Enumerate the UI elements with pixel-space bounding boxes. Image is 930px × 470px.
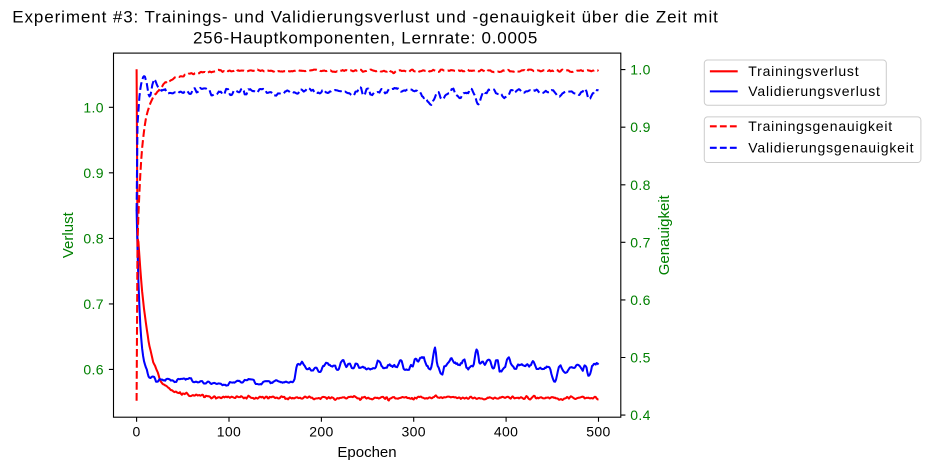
svg-text:0.9: 0.9 [630,119,650,135]
svg-text:0: 0 [133,423,141,439]
svg-text:200: 200 [309,423,333,439]
svg-text:0.4: 0.4 [630,407,650,423]
svg-text:Genauigkeit: Genauigkeit [656,194,673,275]
svg-text:100: 100 [217,423,241,439]
svg-text:400: 400 [494,423,518,439]
svg-text:300: 300 [401,423,425,439]
svg-text:1.0: 1.0 [630,62,650,78]
svg-text:0.8: 0.8 [630,177,650,193]
svg-text:0.6: 0.6 [630,292,650,308]
svg-text:Validierungsgenauigkeit: Validierungsgenauigkeit [748,140,914,156]
svg-text:500: 500 [586,423,610,439]
svg-text:Verlust: Verlust [60,211,77,258]
svg-text:Validierungsverlust: Validierungsverlust [748,83,880,99]
svg-text:Epochen: Epochen [337,444,396,461]
svg-text:0.8: 0.8 [83,230,103,246]
svg-text:Experiment #3: Trainings- und: Experiment #3: Trainings- und Validierun… [12,8,719,27]
svg-text:0.7: 0.7 [83,296,103,312]
svg-text:0.9: 0.9 [83,165,103,181]
svg-text:0.6: 0.6 [83,361,103,377]
svg-text:0.5: 0.5 [630,350,650,366]
svg-text:Trainingsgenauigkeit: Trainingsgenauigkeit [748,118,893,134]
svg-text:0.7: 0.7 [630,234,650,250]
svg-text:1.0: 1.0 [83,99,103,115]
svg-text:256-Hauptkomponenten, Lernrate: 256-Hauptkomponenten, Lernrate: 0.0005 [193,28,538,47]
svg-text:Trainingsverlust: Trainingsverlust [748,63,859,79]
